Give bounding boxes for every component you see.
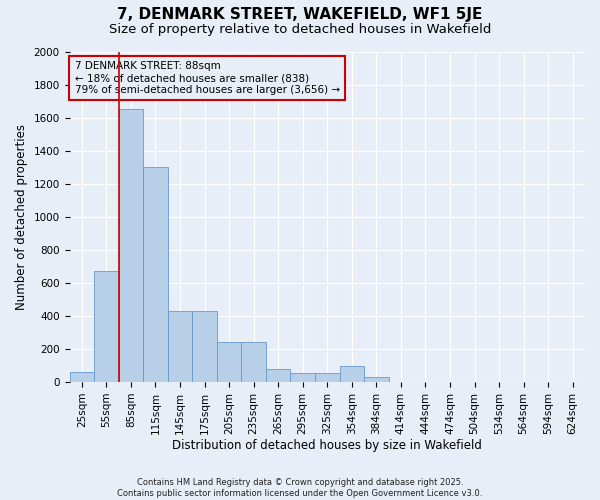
Text: 7 DENMARK STREET: 88sqm
← 18% of detached houses are smaller (838)
79% of semi-d: 7 DENMARK STREET: 88sqm ← 18% of detache… — [74, 62, 340, 94]
Text: Size of property relative to detached houses in Wakefield: Size of property relative to detached ho… — [109, 22, 491, 36]
Bar — [241, 342, 266, 382]
Bar — [217, 342, 241, 382]
Bar — [290, 373, 315, 382]
Bar — [192, 311, 217, 382]
Bar — [340, 366, 364, 382]
Bar — [315, 373, 340, 382]
Bar — [119, 110, 143, 382]
Bar — [168, 311, 192, 382]
Y-axis label: Number of detached properties: Number of detached properties — [15, 124, 28, 310]
Text: 7, DENMARK STREET, WAKEFIELD, WF1 5JE: 7, DENMARK STREET, WAKEFIELD, WF1 5JE — [118, 8, 482, 22]
Text: Contains HM Land Registry data © Crown copyright and database right 2025.
Contai: Contains HM Land Registry data © Crown c… — [118, 478, 482, 498]
Bar — [364, 377, 389, 382]
Bar — [70, 372, 94, 382]
X-axis label: Distribution of detached houses by size in Wakefield: Distribution of detached houses by size … — [172, 440, 482, 452]
Bar — [266, 369, 290, 382]
Bar — [143, 167, 168, 382]
Bar — [94, 272, 119, 382]
